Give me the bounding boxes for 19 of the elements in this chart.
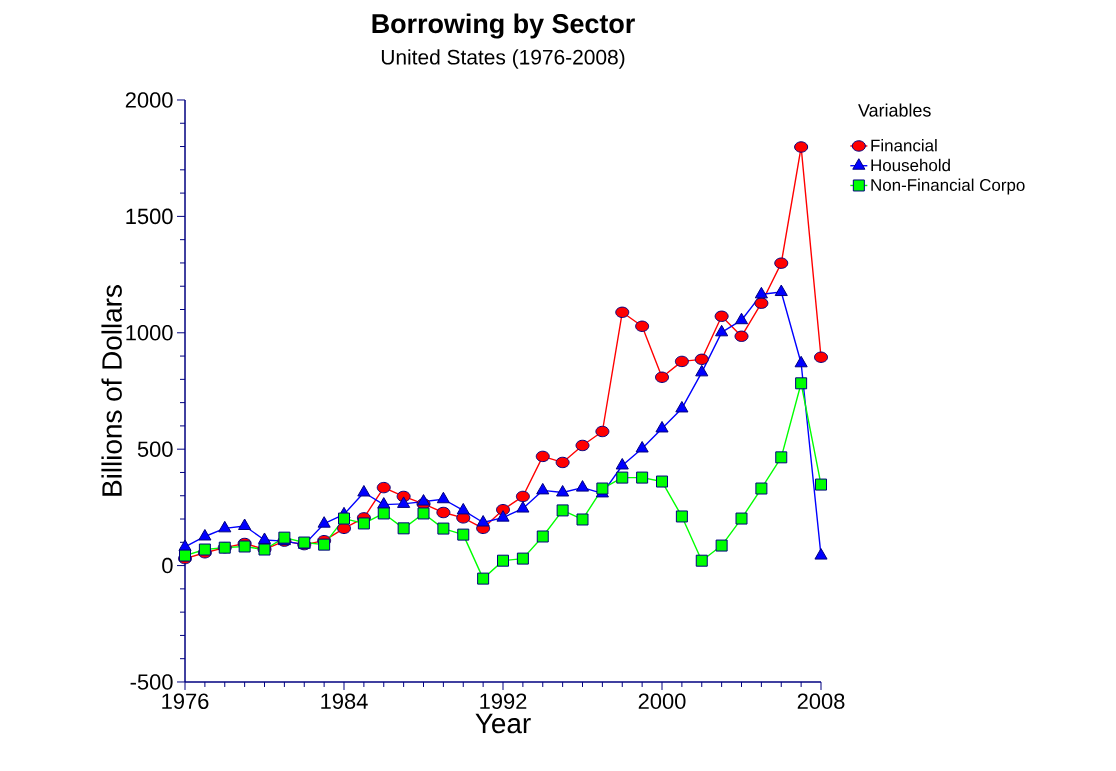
legend-label: Household: [871, 158, 950, 172]
y-tick-label: 500: [137, 441, 173, 457]
x-axis-title: Year: [475, 713, 531, 734]
y-axis-title: Billions of Dollars: [101, 285, 122, 496]
legend-label: Non-Financial Corpo: [871, 178, 1025, 195]
x-tick-label: 2000: [638, 693, 686, 710]
y-tick-label: -500: [130, 674, 173, 690]
y-tick-label: 1000: [126, 325, 173, 341]
y-tick-label: 0: [162, 557, 173, 574]
chart-subtitle: United States (1976-2008): [381, 49, 625, 69]
y-tick-label: 2000: [125, 92, 173, 108]
x-tick-label: 1984: [321, 693, 368, 710]
chart-title: Borrowing by Sector: [372, 13, 635, 39]
legend-label: Financial: [871, 139, 937, 152]
legend-title: Variables: [858, 103, 931, 117]
x-tick-label: 1976: [162, 693, 209, 710]
y-tick-label: 1500: [126, 208, 173, 225]
x-tick-label: 2008: [797, 693, 845, 710]
x-tick-label: 1992: [480, 693, 527, 710]
